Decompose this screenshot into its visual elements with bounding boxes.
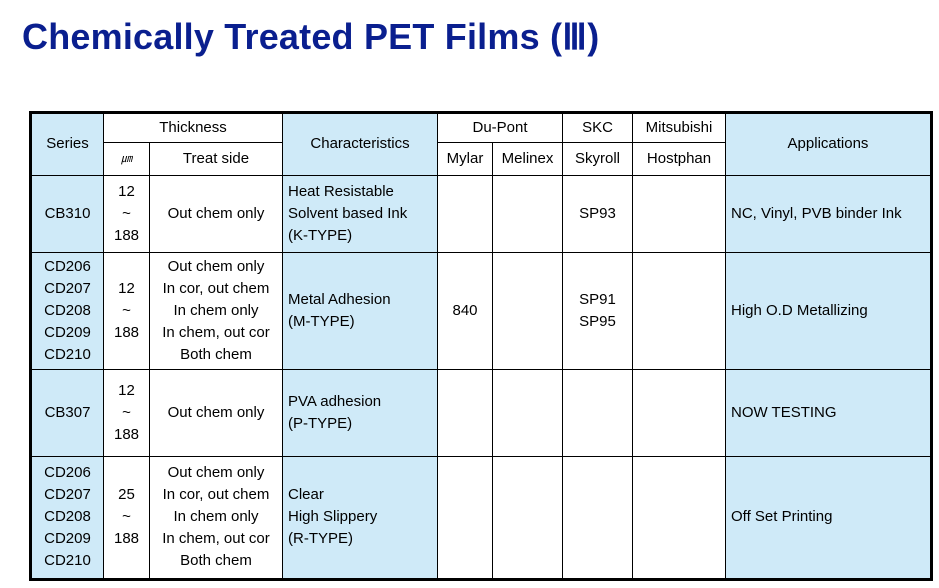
header-thickness: Thickness (103, 111, 283, 144)
melinex-cell (492, 455, 563, 581)
characteristics-cell: Metal Adhesion (M-TYPE) (282, 252, 438, 371)
header-row-1: Series Thickness Characteristics Du-Pont… (30, 111, 932, 176)
mylar-cell: 840 (437, 252, 493, 371)
series-cell: CB307 (30, 369, 104, 457)
table-row: CD206 CD207 CD208 CD209 CD210 12 ~ 188 O… (30, 252, 932, 371)
table-row: CD206 CD207 CD208 CD209 CD210 25 ~ 188 O… (30, 455, 932, 581)
header-skc: SKC (562, 111, 633, 144)
thickness-cell: 12 ~ 188 (103, 174, 150, 254)
hostphan-cell (632, 369, 726, 457)
hostphan-cell (632, 455, 726, 581)
series-cell: CB310 (30, 174, 104, 254)
header-unit: ㎛ (103, 142, 150, 176)
mylar-cell (437, 174, 493, 254)
treat-side-cell: Out chem only In cor, out chem In chem o… (149, 455, 283, 581)
header-mitsubishi: Mitsubishi (632, 111, 726, 144)
header-characteristics: Characteristics (282, 112, 438, 176)
header-mylar: Mylar (437, 142, 493, 176)
skyroll-cell (562, 369, 633, 457)
header-dupont: Du-Pont (437, 111, 563, 144)
treat-side-cell: Out chem only In cor, out chem In chem o… (149, 252, 283, 371)
page-title: Chemically Treated PET Films (Ⅲ) (22, 16, 600, 57)
skyroll-cell: SP91 SP95 (562, 252, 633, 371)
thickness-cell: 25 ~ 188 (103, 455, 150, 581)
skyroll-cell: SP93 (562, 174, 633, 254)
series-cell: CD206 CD207 CD208 CD209 CD210 (30, 455, 104, 581)
characteristics-cell: Heat Resistable Solvent based Ink (K-TYP… (282, 174, 438, 254)
table-row: CB307 12 ~ 188 Out chem only PVA adhesio… (30, 369, 932, 457)
header-series: Series (30, 112, 104, 176)
hostphan-cell (632, 174, 726, 254)
skyroll-cell (562, 455, 633, 581)
header-applications: Applications (725, 112, 932, 176)
applications-cell: Off Set Printing (725, 455, 932, 581)
hostphan-cell (632, 252, 726, 371)
characteristics-cell: Clear High Slippery (R-TYPE) (282, 455, 438, 581)
pet-films-table: Series Thickness Characteristics Du-Pont… (29, 111, 933, 581)
melinex-cell (492, 369, 563, 457)
header-skyroll: Skyroll (562, 142, 633, 176)
mylar-cell (437, 369, 493, 457)
series-cell: CD206 CD207 CD208 CD209 CD210 (30, 252, 104, 371)
thickness-cell: 12 ~ 188 (103, 369, 150, 457)
header-hostphan: Hostphan (632, 142, 726, 176)
characteristics-cell: PVA adhesion (P-TYPE) (282, 369, 438, 457)
thickness-cell: 12 ~ 188 (103, 252, 150, 371)
applications-cell: NOW TESTING (725, 369, 932, 457)
table-row: CB310 12 ~ 188 Out chem only Heat Resist… (30, 174, 932, 254)
treat-side-cell: Out chem only (149, 174, 283, 254)
applications-cell: High O.D Metallizing (725, 252, 932, 371)
applications-cell: NC, Vinyl, PVB binder Ink (725, 174, 932, 254)
header-treat-side: Treat side (149, 142, 283, 176)
mylar-cell (437, 455, 493, 581)
treat-side-cell: Out chem only (149, 369, 283, 457)
header-melinex: Melinex (492, 142, 563, 176)
melinex-cell (492, 252, 563, 371)
melinex-cell (492, 174, 563, 254)
header-row-2: ㎛ Treat side Mylar Melinex Skyroll Hostp… (31, 142, 932, 176)
